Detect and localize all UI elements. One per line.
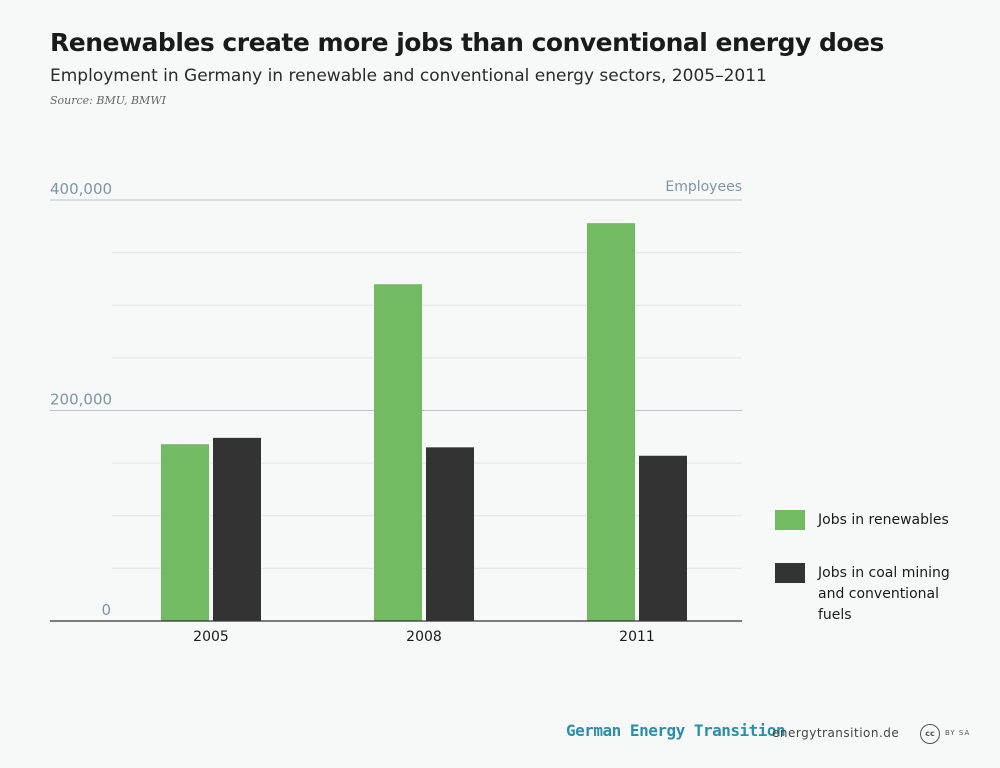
y-tick-label: 200,000 (50, 391, 112, 409)
x-tick-label: 2011 (619, 629, 655, 645)
x-tick-label: 2008 (406, 629, 442, 645)
bar-2011-renewables (587, 223, 635, 621)
bar-chart: 0 200,000 400,000 Employees 2005 2008 2011 (50, 179, 742, 645)
chart-title: Renewables create more jobs than convent… (50, 28, 884, 57)
chart-subtitle: Employment in Germany in renewable and c… (50, 66, 767, 86)
y-tick-label: 0 (101, 601, 111, 619)
bar-2005-renewables (161, 444, 209, 621)
legend-swatch-conventional (775, 563, 805, 583)
y-tick-label: 400,000 (50, 180, 112, 198)
bar-2008-renewables (374, 284, 422, 621)
chart-source: Source: BMU, BMWI (50, 94, 166, 107)
legend-label-renewables: Jobs in renewables (818, 512, 949, 528)
y-axis-label: Employees (665, 179, 742, 195)
cc-license-icon: cc (920, 724, 940, 744)
bar-2011-conventional (639, 455, 687, 621)
footer-brand: German Energy Transition (566, 721, 786, 740)
bar-2008-conventional (426, 447, 474, 621)
legend-swatch-renewables (775, 510, 805, 530)
license-text: BY SA (945, 729, 971, 737)
bar-2005-conventional (213, 437, 261, 621)
x-tick-label: 2005 (193, 629, 229, 645)
footer-site-link[interactable]: energytransition.de (772, 726, 900, 740)
legend-label-conventional: Jobs in coal mining and conventional fue… (818, 565, 950, 623)
